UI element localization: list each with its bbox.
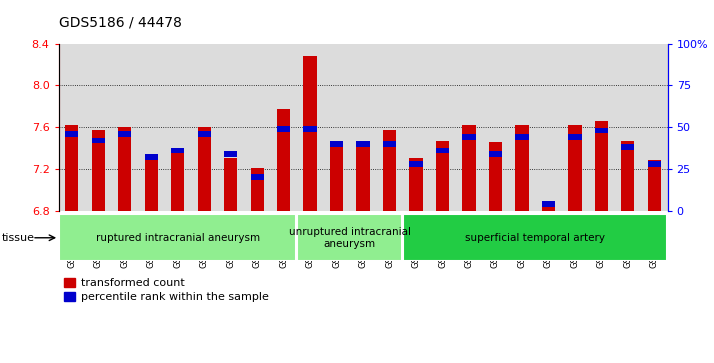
Text: GDS5186 / 44478: GDS5186 / 44478 xyxy=(59,15,181,29)
Bar xyxy=(171,147,184,153)
Bar xyxy=(91,138,105,143)
Bar xyxy=(595,121,608,211)
Bar xyxy=(251,168,263,211)
Bar xyxy=(224,158,237,211)
Text: ruptured intracranial aneurysm: ruptured intracranial aneurysm xyxy=(96,233,260,243)
Text: unruptured intracranial
aneurysm: unruptured intracranial aneurysm xyxy=(289,227,411,249)
Text: superficial temporal artery: superficial temporal artery xyxy=(466,233,605,243)
Bar xyxy=(409,161,423,167)
Bar xyxy=(145,160,158,211)
Bar xyxy=(648,161,661,167)
Bar xyxy=(463,134,476,140)
Bar xyxy=(118,131,131,136)
Bar xyxy=(251,174,263,180)
Bar xyxy=(91,130,105,211)
Bar xyxy=(171,153,184,211)
Bar xyxy=(648,160,661,211)
Bar xyxy=(489,151,502,157)
Bar xyxy=(303,56,317,211)
Bar xyxy=(595,127,608,133)
Bar xyxy=(542,201,555,207)
Bar xyxy=(516,125,528,211)
Bar xyxy=(542,204,555,211)
Bar xyxy=(356,142,370,211)
Bar xyxy=(303,126,317,132)
Bar xyxy=(489,142,502,211)
Bar xyxy=(409,158,423,211)
Bar xyxy=(65,125,79,211)
Bar xyxy=(59,214,296,261)
Bar xyxy=(436,140,449,211)
Bar xyxy=(463,125,476,211)
Text: tissue: tissue xyxy=(1,233,34,243)
Bar xyxy=(383,141,396,147)
Bar xyxy=(330,141,343,147)
Bar xyxy=(403,214,667,261)
Bar xyxy=(516,134,528,140)
Bar xyxy=(330,140,343,211)
Bar xyxy=(436,147,449,153)
Bar xyxy=(621,140,635,211)
Bar xyxy=(621,144,635,150)
Bar xyxy=(224,151,237,157)
Bar xyxy=(198,127,211,211)
Bar xyxy=(277,126,291,132)
Bar xyxy=(145,154,158,160)
Bar xyxy=(568,125,581,211)
Bar xyxy=(383,130,396,211)
Bar xyxy=(356,141,370,147)
Legend: transformed count, percentile rank within the sample: transformed count, percentile rank withi… xyxy=(64,278,268,302)
Bar xyxy=(198,131,211,136)
Bar xyxy=(118,127,131,211)
Bar xyxy=(568,134,581,140)
Bar xyxy=(277,109,291,211)
Bar xyxy=(298,214,402,261)
Bar xyxy=(65,131,79,136)
